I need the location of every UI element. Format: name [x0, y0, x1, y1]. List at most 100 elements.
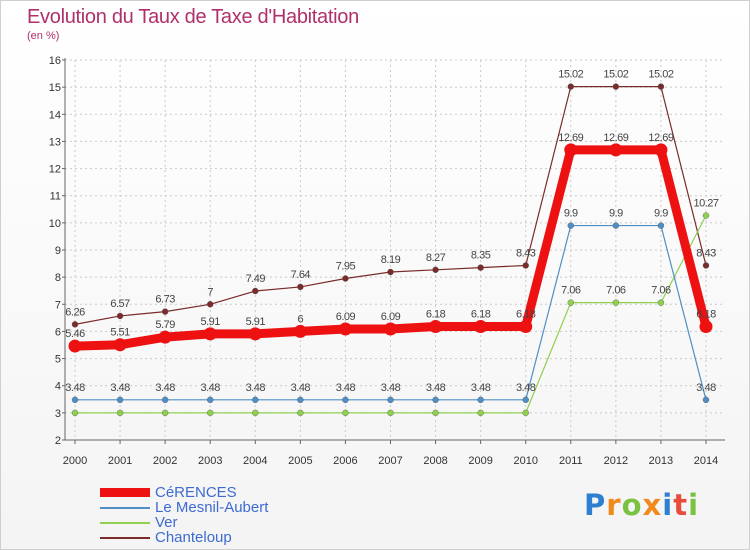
data-label: 3.48	[516, 382, 536, 394]
data-point	[699, 320, 713, 334]
data-label: 8.35	[471, 250, 491, 262]
data-point	[657, 222, 665, 229]
y-tick-label: 7	[55, 299, 61, 311]
data-label: 10.27	[693, 198, 718, 210]
x-tick-label: 2008	[423, 455, 447, 467]
chart-title: Evolution du Taux de Taxe d'Habitation	[27, 6, 359, 28]
data-label: 9.9	[609, 208, 623, 220]
data-point	[203, 327, 217, 341]
data-label: 3.48	[155, 382, 175, 394]
data-point	[71, 409, 79, 417]
data-point	[522, 396, 529, 404]
data-point	[116, 396, 124, 404]
data-point	[702, 212, 710, 219]
y-tick-label: 12	[49, 164, 61, 176]
data-point	[71, 321, 79, 328]
data-point	[342, 396, 349, 404]
data-point	[429, 320, 443, 334]
data-point	[477, 396, 484, 404]
x-tick-label: 2010	[513, 455, 537, 467]
data-label: 6.18	[426, 309, 446, 321]
data-point	[342, 409, 349, 417]
data-point	[158, 330, 172, 344]
data-label: 6.09	[336, 311, 356, 323]
data-label: 8.43	[696, 247, 716, 259]
data-label: 6.57	[110, 298, 130, 310]
data-label: 12.69	[558, 132, 583, 144]
y-tick-label: 14	[49, 109, 61, 121]
x-tick-label: 2003	[198, 455, 222, 467]
data-point	[387, 268, 394, 276]
logo-letter: P	[584, 488, 607, 522]
x-tick-label: 2006	[333, 455, 357, 467]
data-label: 3.48	[336, 382, 356, 394]
data-point	[612, 222, 620, 229]
legend-label: Le Mesnil-Aubert	[155, 499, 269, 516]
data-point	[342, 275, 349, 282]
data-label: 6	[298, 313, 304, 325]
data-point	[161, 396, 169, 404]
data-point	[702, 262, 710, 269]
data-point	[657, 299, 665, 306]
y-tick-label: 2	[55, 435, 61, 447]
data-point	[432, 396, 439, 404]
data-point	[207, 409, 214, 417]
legend-swatch	[100, 537, 150, 539]
data-label: 5.91	[246, 316, 266, 328]
data-point	[522, 409, 529, 417]
data-label: 5.79	[155, 319, 175, 331]
data-label: 6.26	[65, 306, 85, 318]
data-point	[657, 83, 665, 90]
data-point	[567, 83, 574, 90]
data-point	[71, 396, 79, 404]
data-point	[477, 264, 484, 271]
data-point	[612, 299, 620, 306]
data-label: 15.02	[603, 69, 628, 81]
y-tick-label: 13	[49, 136, 61, 148]
data-point	[567, 299, 574, 306]
data-point	[387, 396, 394, 404]
data-point	[248, 327, 262, 341]
legend-label: CéRENCES	[155, 484, 237, 501]
data-point	[252, 409, 259, 417]
x-tick-label: 2013	[649, 455, 673, 467]
x-tick-label: 2002	[153, 455, 177, 467]
data-label: 3.48	[471, 382, 491, 394]
data-point	[384, 322, 397, 336]
logo-letter: i	[688, 488, 700, 522]
data-label: 15.02	[558, 69, 583, 81]
data-label: 3.48	[110, 382, 130, 394]
x-tick-label: 2014	[694, 455, 718, 467]
data-label: 5.91	[201, 316, 221, 328]
data-point	[207, 301, 214, 308]
data-label: 3.48	[426, 382, 446, 394]
data-label: 7	[207, 286, 213, 298]
x-tick-label: 2012	[604, 455, 628, 467]
data-point	[522, 262, 529, 269]
y-tick-label: 11	[50, 191, 61, 203]
data-label: 6.73	[155, 294, 175, 306]
data-label: 9.9	[654, 208, 668, 220]
data-label: 12.69	[603, 132, 628, 144]
data-label: 6.18	[471, 309, 491, 321]
data-point	[252, 287, 259, 295]
logo-letter: r	[606, 488, 622, 522]
y-tick-label: 16	[49, 55, 61, 67]
data-label: 5.46	[65, 328, 85, 340]
legend-label: Chanteloup	[155, 529, 232, 546]
data-point	[252, 396, 259, 404]
data-point	[161, 308, 169, 315]
y-tick-label: 3	[55, 408, 61, 420]
data-point	[432, 409, 439, 417]
x-tick-label: 2001	[108, 455, 132, 467]
data-label: 8.27	[426, 252, 446, 264]
data-point	[207, 396, 214, 404]
data-label: 5.51	[110, 327, 130, 339]
data-label: 6.09	[381, 311, 401, 323]
unit-label: (en %)	[27, 30, 60, 42]
data-label: 7.06	[606, 285, 626, 297]
data-point	[612, 83, 620, 90]
data-label: 3.48	[65, 382, 85, 394]
x-tick-label: 2004	[243, 455, 267, 467]
